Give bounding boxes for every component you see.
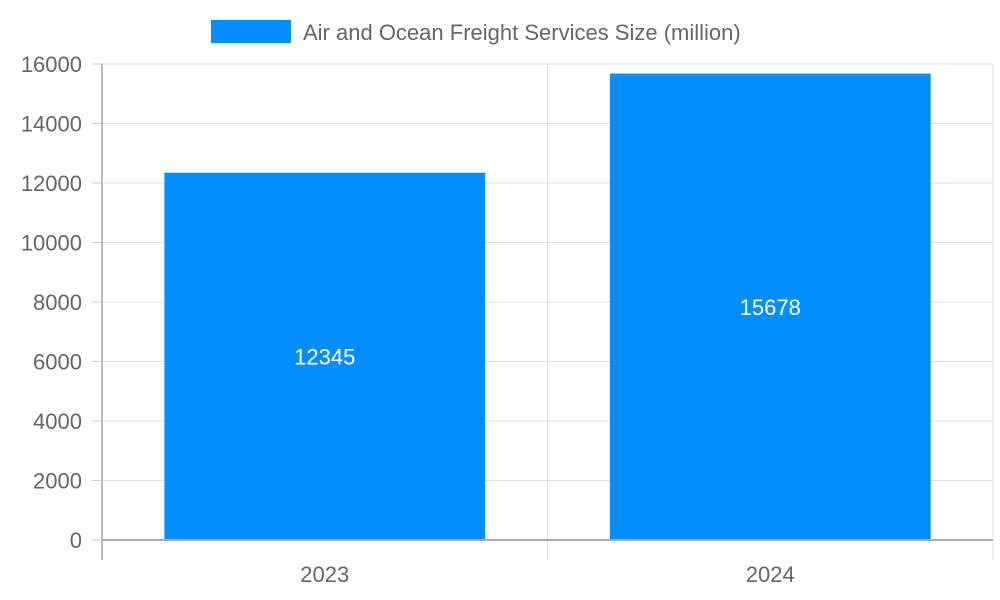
y-tick-label: 2000 bbox=[33, 469, 82, 494]
legend-label: Air and Ocean Freight Services Size (mil… bbox=[303, 20, 741, 45]
x-tick-label: 2024 bbox=[746, 562, 795, 587]
y-tick-label: 16000 bbox=[21, 52, 82, 77]
y-tick-label: 0 bbox=[70, 528, 82, 553]
bar bbox=[609, 73, 931, 540]
y-tick-label: 10000 bbox=[21, 231, 82, 256]
bar bbox=[164, 172, 486, 540]
bars: 12345 15678 bbox=[164, 73, 931, 540]
x-tick-label: 2023 bbox=[300, 562, 349, 587]
axes: 0 2000 4000 6000 8000 10000 12000 14000 16000 202… bbox=[21, 52, 993, 587]
y-tick-label: 8000 bbox=[33, 290, 82, 315]
y-tick-label: 6000 bbox=[33, 350, 82, 375]
legend[interactable]: Air and Ocean Freight Services Size (mil… bbox=[211, 20, 741, 45]
y-tick-label: 4000 bbox=[33, 409, 82, 434]
legend-swatch bbox=[211, 20, 291, 43]
y-tick-label: 14000 bbox=[21, 112, 82, 137]
data-label: 12345 bbox=[294, 344, 355, 369]
data-label: 15678 bbox=[740, 295, 801, 320]
y-tick-label: 12000 bbox=[21, 171, 82, 196]
